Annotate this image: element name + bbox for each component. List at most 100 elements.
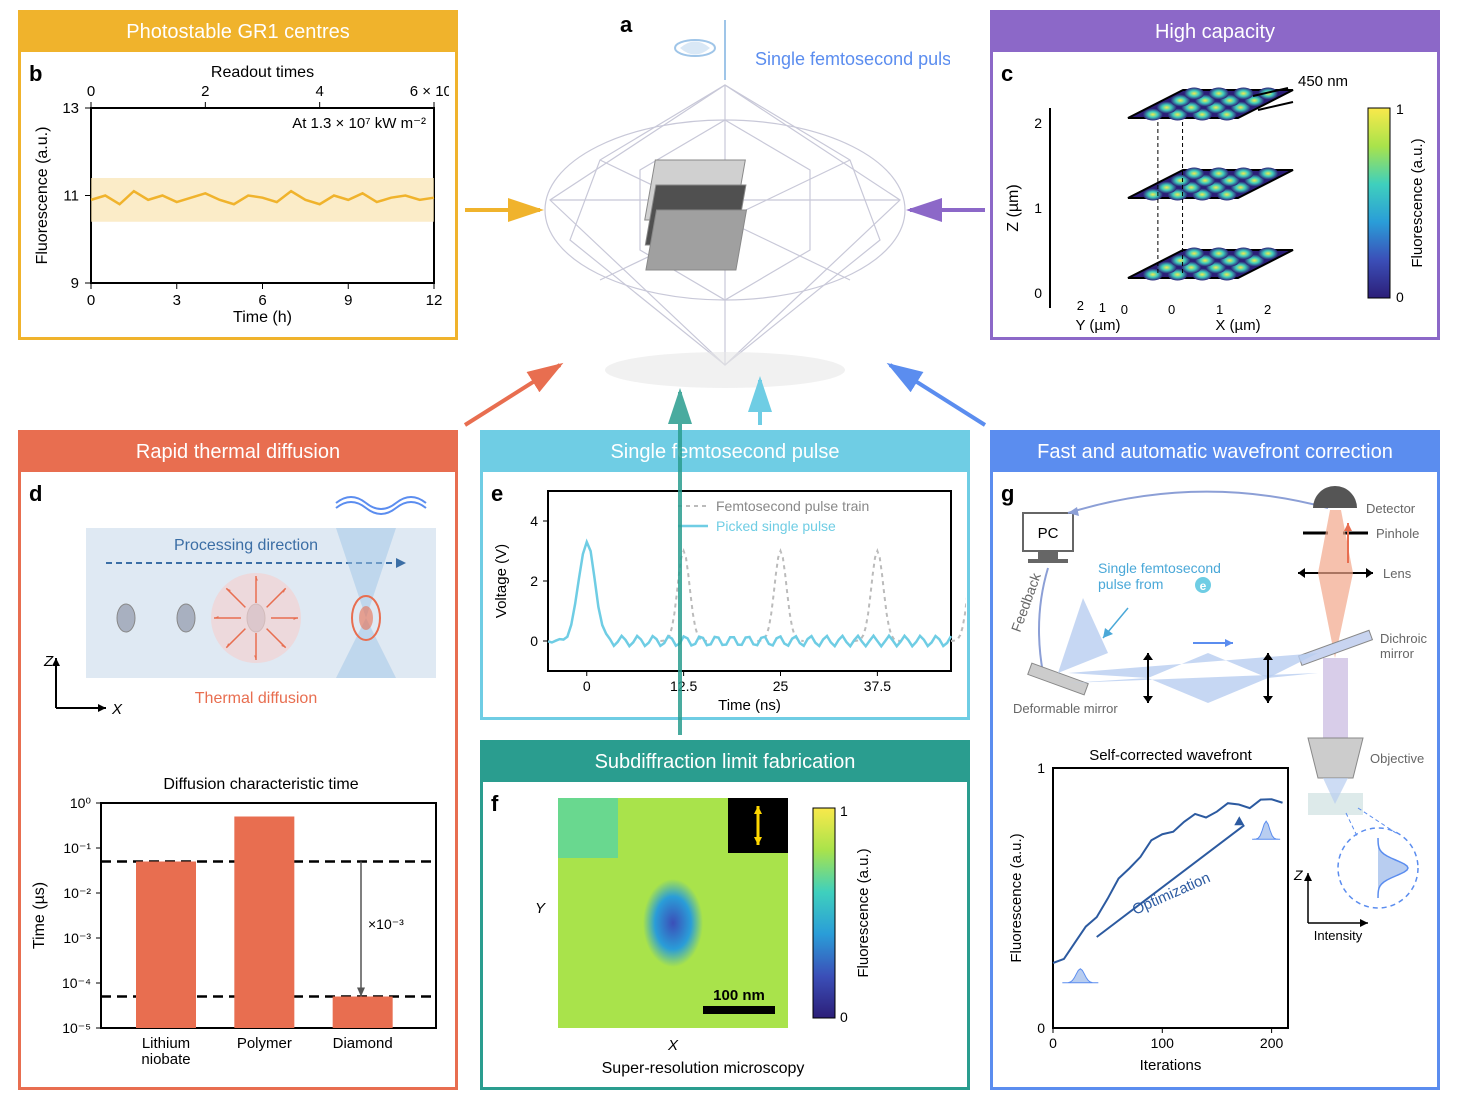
svg-text:mirror: mirror <box>1380 646 1415 661</box>
svg-text:Iterations: Iterations <box>1140 1057 1202 1074</box>
svg-text:Z (µm): Z (µm) <box>1005 184 1022 231</box>
svg-text:2: 2 <box>530 573 538 589</box>
svg-text:Fluorescence (a.u.): Fluorescence (a.u.) <box>34 127 51 265</box>
svg-text:10⁻¹: 10⁻¹ <box>63 840 91 856</box>
svg-text:13: 13 <box>62 100 79 117</box>
svg-text:Polymer: Polymer <box>237 1035 292 1052</box>
svg-text:Thermal diffusion: Thermal diffusion <box>195 690 317 707</box>
svg-text:Detector: Detector <box>1366 501 1416 516</box>
svg-text:450 nm: 450 nm <box>1298 73 1348 90</box>
panel-wavefront: Fast and automatic wavefront correction … <box>990 430 1440 1090</box>
svg-text:0: 0 <box>87 292 95 309</box>
panel-thermal-diffusion: Rapid thermal diffusion d Processing dir… <box>18 430 458 1090</box>
svg-text:Fluorescence (a.u.): Fluorescence (a.u.) <box>855 848 872 977</box>
svg-text:2: 2 <box>1034 115 1042 131</box>
svg-text:0: 0 <box>1034 285 1042 301</box>
svg-text:Time (µs): Time (µs) <box>31 882 48 949</box>
svg-text:100: 100 <box>1151 1035 1175 1051</box>
svg-text:e: e <box>1200 579 1207 593</box>
pulse-annotation: Single femtosecond pulse <box>755 49 950 69</box>
svg-text:9: 9 <box>344 292 352 309</box>
panel-c-title: High capacity <box>993 13 1437 52</box>
svg-text:Intensity: Intensity <box>1314 928 1363 943</box>
svg-text:×10⁻³: ×10⁻³ <box>368 916 404 932</box>
diagram-d: Processing direction Thermal diffusion Z X <box>26 478 456 768</box>
svg-text:Fluorescence (a.u.): Fluorescence (a.u.) <box>1409 138 1426 267</box>
svg-text:3: 3 <box>173 292 181 309</box>
svg-text:Dichroic: Dichroic <box>1380 631 1427 646</box>
svg-text:Pinhole: Pinhole <box>1376 526 1419 541</box>
svg-text:Lithium: Lithium <box>142 1035 190 1052</box>
svg-text:9: 9 <box>71 275 79 292</box>
panel-e-title: Single femtosecond pulse <box>483 433 967 472</box>
svg-text:Picked single pulse: Picked single pulse <box>716 518 836 534</box>
svg-text:1: 1 <box>1396 101 1404 117</box>
svg-text:1: 1 <box>1034 200 1042 216</box>
svg-text:0: 0 <box>840 1009 848 1025</box>
svg-text:Deformable mirror: Deformable mirror <box>1013 701 1118 716</box>
svg-text:pulse from: pulse from <box>1098 576 1163 592</box>
svg-text:11: 11 <box>63 188 79 205</box>
chart-e: 012.52537.5024Time (ns)Voltage (V)Femtos… <box>488 481 966 716</box>
svg-text:Y (µm): Y (µm) <box>1075 317 1120 334</box>
svg-text:1: 1 <box>1099 300 1106 315</box>
svg-text:Objective: Objective <box>1370 751 1424 766</box>
svg-text:Time (h): Time (h) <box>233 309 292 326</box>
panel-photostable: Photostable GR1 centres b 0369120246 × 1… <box>18 10 458 340</box>
svg-text:6 × 10⁸: 6 × 10⁸ <box>410 83 449 100</box>
panel-high-capacity: High capacity c 012Z (µm)450 nmX (µm)Y (… <box>990 10 1440 340</box>
panel-d-title: Rapid thermal diffusion <box>21 433 455 472</box>
svg-text:Optimization: Optimization <box>1130 869 1213 918</box>
svg-text:0: 0 <box>530 633 538 649</box>
panel-center-diamond: a Single femtosecond pulse <box>500 20 950 400</box>
svg-text:Readout times: Readout times <box>211 64 314 81</box>
svg-text:niobate: niobate <box>141 1051 190 1068</box>
svg-text:0: 0 <box>1396 289 1404 305</box>
svg-text:Fluorescence (a.u.): Fluorescence (a.u.) <box>1008 833 1025 962</box>
svg-text:10⁰: 10⁰ <box>70 795 92 811</box>
svg-text:Lens: Lens <box>1383 566 1412 581</box>
svg-text:25: 25 <box>773 678 789 694</box>
svg-text:2: 2 <box>1264 302 1271 317</box>
panel-f-title: Subdiffraction limit fabrication <box>483 743 967 782</box>
panel-a-label: a <box>620 12 632 38</box>
panel-subdiffraction: Subdiffraction limit fabrication f 100 n… <box>480 740 970 1090</box>
svg-text:X: X <box>111 701 123 718</box>
chart-d: Diffusion characteristic time Lithiumniob… <box>26 773 456 1083</box>
data-slices-icon <box>645 160 747 270</box>
diamond-graphic: Single femtosecond pulse <box>500 20 950 400</box>
svg-text:4: 4 <box>315 83 323 100</box>
svg-text:0: 0 <box>583 678 591 694</box>
panel-g-title: Fast and automatic wavefront correction <box>993 433 1437 472</box>
svg-text:10⁻⁴: 10⁻⁴ <box>62 975 91 991</box>
svg-text:2: 2 <box>201 83 209 100</box>
svg-text:6: 6 <box>258 292 266 309</box>
svg-text:12.5: 12.5 <box>670 678 697 694</box>
svg-text:1: 1 <box>1216 302 1223 317</box>
pulse-arrow-icon <box>675 20 725 80</box>
svg-text:200: 200 <box>1260 1035 1284 1051</box>
svg-text:Z: Z <box>43 653 54 670</box>
svg-text:10⁻⁵: 10⁻⁵ <box>62 1020 91 1036</box>
svg-text:37.5: 37.5 <box>864 678 891 694</box>
svg-text:X (µm): X (µm) <box>1215 317 1260 334</box>
svg-text:2: 2 <box>1077 298 1084 313</box>
svg-text:PC: PC <box>1038 525 1059 542</box>
svg-text:Femtosecond pulse train: Femtosecond pulse train <box>716 498 869 514</box>
svg-text:0: 0 <box>1168 302 1175 317</box>
panel-single-pulse: Single femtosecond pulse e 012.52537.502… <box>480 430 970 720</box>
chart-c: 012Z (µm)450 nmX (µm)Y (µm)01201210Fluor… <box>998 58 1438 338</box>
svg-text:Diamond: Diamond <box>333 1035 393 1052</box>
chart-b: 0369120246 × 10⁸91113Time (h)Readout tim… <box>31 63 449 328</box>
svg-text:Self-corrected wavefront: Self-corrected wavefront <box>1089 747 1252 764</box>
svg-text:4: 4 <box>530 513 538 529</box>
svg-text:Diffusion characteristic time: Diffusion characteristic time <box>163 776 358 793</box>
svg-text:10⁻²: 10⁻² <box>63 885 91 901</box>
svg-text:10⁻³: 10⁻³ <box>63 930 91 946</box>
svg-text:0: 0 <box>1049 1035 1057 1051</box>
svg-text:0: 0 <box>1121 302 1128 317</box>
svg-text:Processing direction: Processing direction <box>174 537 318 554</box>
chart-f: 100 nmXY10Fluorescence (a.u.)Super-resol… <box>488 788 968 1088</box>
panel-b-title: Photostable GR1 centres <box>21 13 455 52</box>
svg-text:1: 1 <box>1037 760 1045 776</box>
